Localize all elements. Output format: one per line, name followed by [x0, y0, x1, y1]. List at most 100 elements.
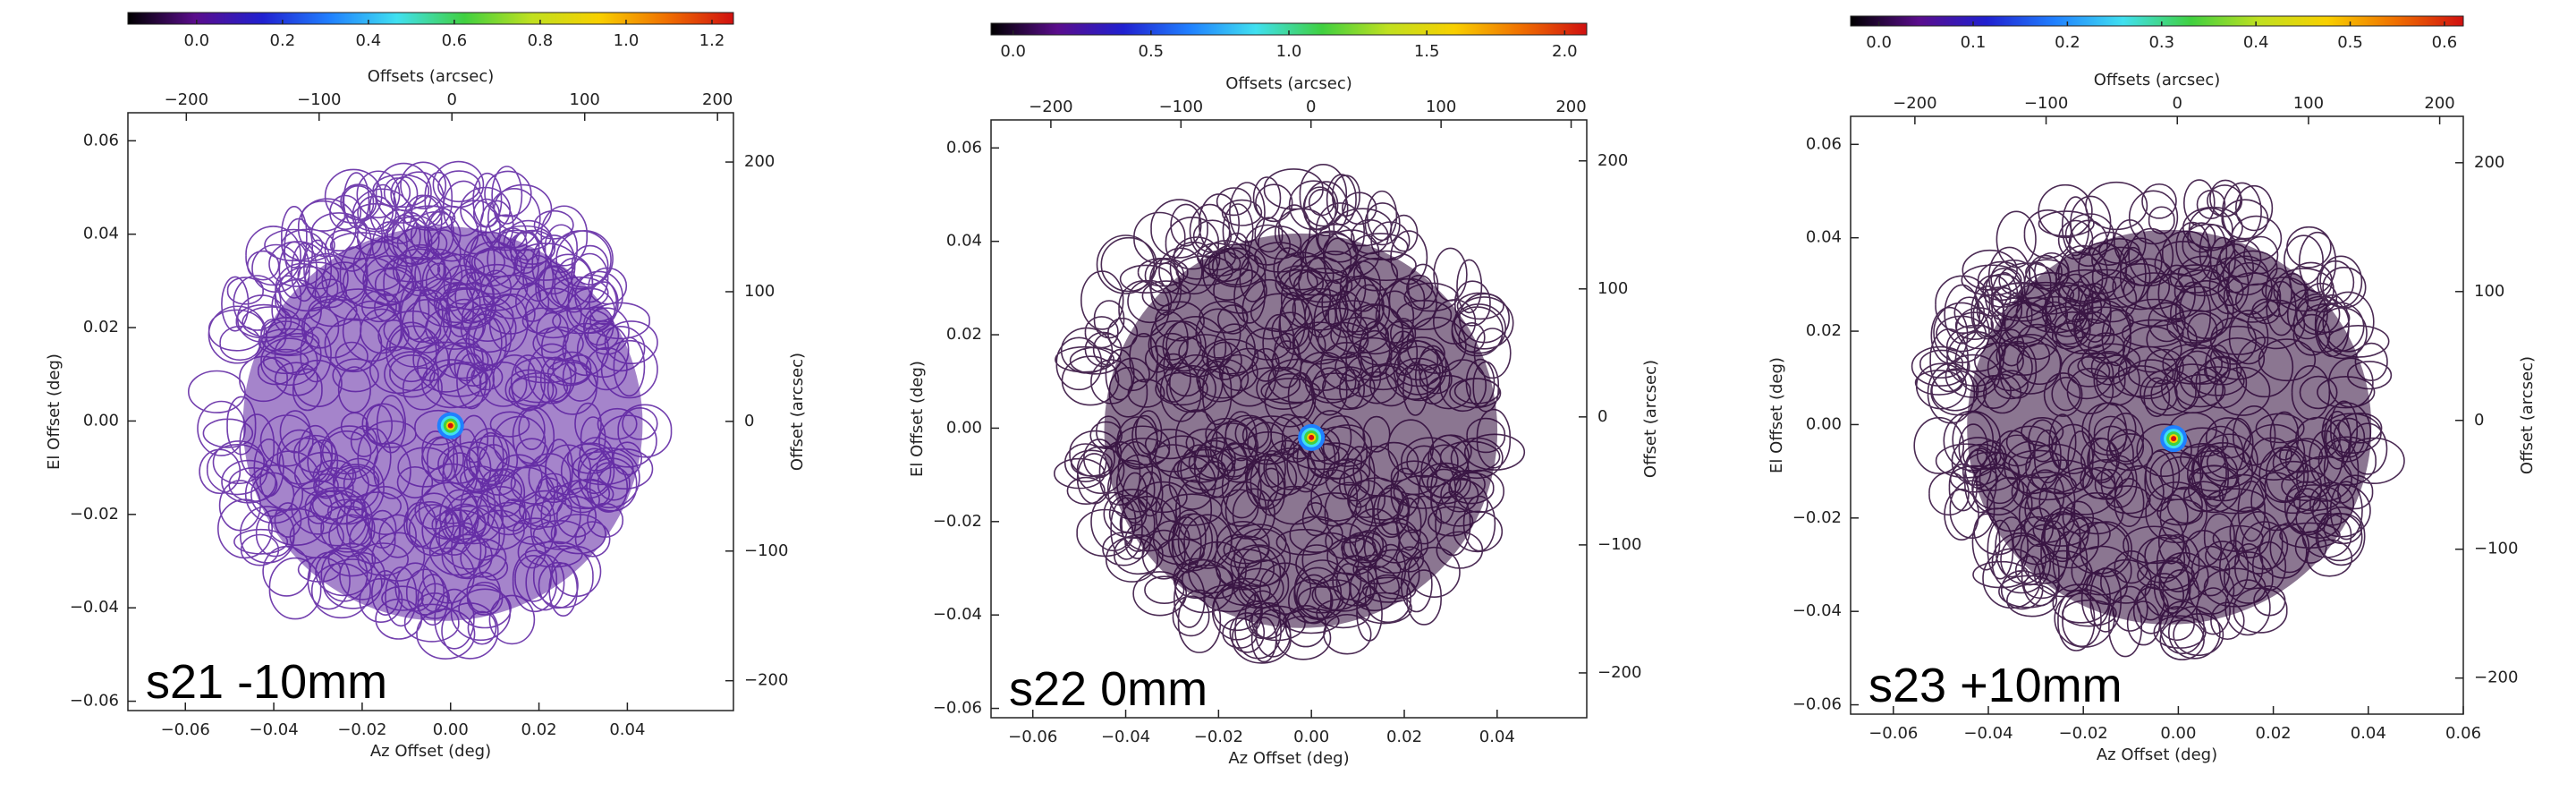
x2-tick-label: 0	[2173, 94, 2182, 113]
y-tick-label: 0.04	[1806, 228, 1842, 247]
colorbar-tick-label: 1.2	[699, 31, 725, 50]
x2-tick-label: −200	[1893, 94, 1936, 113]
plot-frame	[1850, 115, 2464, 715]
y-tick-label: 0.04	[946, 232, 982, 251]
x-tick-label: 0.00	[433, 720, 469, 739]
x2-tick-label: 100	[2293, 94, 2324, 113]
colorbar-tick-label: 0.5	[1139, 42, 1165, 61]
y2-tick-label: 0	[1597, 407, 1607, 426]
x-tick-label: 0.02	[521, 720, 557, 739]
x-tick-label: 0.04	[2351, 724, 2386, 743]
colorbar-tick-label: 1.0	[1276, 42, 1302, 61]
panel-label: s23 +10mm	[1868, 659, 2123, 712]
x-tick-label: −0.02	[337, 720, 386, 739]
y-tick-label: 0.04	[83, 225, 119, 243]
y2-tick-label: 0	[2474, 411, 2484, 430]
plot-frame	[990, 119, 1588, 719]
y-tick-label: 0.02	[1806, 321, 1842, 340]
y-axis-title: El Offset (deg)	[1767, 357, 1786, 473]
y2-tick-label: −200	[744, 671, 788, 690]
colorbar-tick-label: 0.6	[442, 31, 468, 50]
y-tick-label: −0.04	[1792, 601, 1842, 620]
x2-tick-label: 0	[1306, 98, 1316, 116]
x2-axis-title: Offsets (arcsec)	[1225, 74, 1352, 93]
x2-tick-label: 200	[702, 90, 733, 109]
y-tick-label: −0.02	[70, 505, 119, 524]
y2-tick-label: −200	[2474, 668, 2518, 687]
y2-tick-label: 100	[744, 282, 775, 301]
y2-axis-title: Offset (arcsec)	[788, 353, 807, 471]
colorbar-tick-label: 0.1	[1961, 33, 1987, 52]
colorbar	[1850, 15, 2464, 27]
x-tick-label: 0.04	[609, 720, 645, 739]
colorbar-tick-label: 0.2	[270, 31, 296, 50]
x-tick-label: 0.02	[2256, 724, 2292, 743]
x-tick-label: −0.02	[1194, 728, 1243, 746]
x-axis-title: Az Offset (deg)	[1228, 749, 1349, 768]
y-tick-label: 0.02	[946, 325, 982, 344]
y-tick-label: 0.00	[83, 411, 119, 430]
colorbar-tick-label: 0.0	[184, 31, 210, 50]
y2-tick-label: 200	[1597, 151, 1628, 170]
panel-label: s22 0mm	[1009, 662, 1208, 716]
colorbar-tick-label: 0.8	[528, 31, 554, 50]
y2-tick-label: 200	[2474, 153, 2504, 172]
colorbar-tick-label: 0.3	[2148, 33, 2174, 52]
panel-label: s21 -10mm	[146, 655, 387, 709]
x-tick-label: −0.06	[1868, 724, 1918, 743]
y-tick-label: 0.00	[1806, 414, 1842, 433]
x2-axis-title: Offsets (arcsec)	[2094, 71, 2221, 89]
x2-tick-label: −200	[165, 90, 208, 109]
x2-tick-label: 200	[2424, 94, 2454, 113]
colorbar-tick-label: 0.4	[2243, 33, 2269, 52]
y-tick-label: 0.06	[946, 138, 982, 157]
y2-tick-label: −100	[2474, 540, 2518, 558]
y-axis-title: El Offset (deg)	[45, 353, 64, 470]
y-tick-label: −0.02	[1792, 508, 1842, 527]
y2-axis-title: Offset (arcsec)	[2518, 356, 2537, 474]
x-axis-title: Az Offset (deg)	[2097, 745, 2217, 764]
y2-tick-label: −100	[1597, 535, 1641, 554]
y-tick-label: −0.06	[70, 692, 119, 711]
scan-loops	[188, 160, 673, 660]
y2-tick-label: 200	[744, 152, 775, 171]
y2-axis-title: Offset (arcsec)	[1641, 360, 1660, 478]
plot-frame	[127, 112, 734, 711]
x-tick-label: 0.00	[1293, 728, 1329, 746]
y2-tick-label: 100	[2474, 282, 2504, 301]
y-tick-label: −0.02	[933, 512, 982, 531]
colorbar-tick-label: 1.0	[614, 31, 640, 50]
colorbar-tick-label: 0.4	[356, 31, 382, 50]
x2-tick-label: −100	[297, 90, 341, 109]
y-tick-label: −0.06	[1792, 695, 1842, 714]
x2-tick-label: 100	[1426, 98, 1456, 116]
x-tick-label: 0.06	[2445, 724, 2481, 743]
x-tick-label: 0.02	[1386, 728, 1422, 746]
panel: 0.0 0.2 0.4 0.6 0.8 1.0 1.2 −0.06 −0.04 −0.02 0.00…	[45, 12, 807, 761]
x2-tick-label: −100	[2024, 94, 2068, 113]
scan-loops	[1054, 164, 1526, 664]
colorbar-tick-label: 1.5	[1414, 42, 1440, 61]
y2-tick-label: −200	[1597, 663, 1641, 682]
y-tick-label: 0.06	[83, 131, 119, 149]
x-axis-title: Az Offset (deg)	[370, 742, 491, 761]
peak-core	[1309, 434, 1315, 440]
scan-loops	[1911, 179, 2405, 660]
panel: 0.0 0.5 1.0 1.5 2.0 −0.06 −0.04 −0.02 0.00 0.02 0.…	[908, 22, 1660, 768]
peak-core	[447, 422, 453, 429]
y-tick-label: −0.04	[933, 605, 982, 624]
panel: 0.0 0.1 0.2 0.3 0.4 0.5 0.6 −0.06 −0.04 −0.02 0.00…	[1767, 15, 2537, 764]
x-tick-label: −0.04	[1101, 728, 1150, 746]
y-tick-label: 0.02	[83, 318, 119, 336]
x2-tick-label: 100	[570, 90, 600, 109]
y-tick-label: −0.06	[933, 699, 982, 718]
x2-tick-label: 200	[1555, 98, 1586, 116]
y2-tick-label: 0	[744, 412, 754, 430]
colorbar-tick-label: 0.2	[2055, 33, 2080, 52]
x2-tick-label: 0	[447, 90, 457, 109]
x-tick-label: −0.04	[249, 720, 298, 739]
y2-tick-label: 100	[1597, 279, 1628, 298]
scan-trace	[1054, 164, 1526, 664]
x-tick-label: 0.04	[1479, 728, 1515, 746]
